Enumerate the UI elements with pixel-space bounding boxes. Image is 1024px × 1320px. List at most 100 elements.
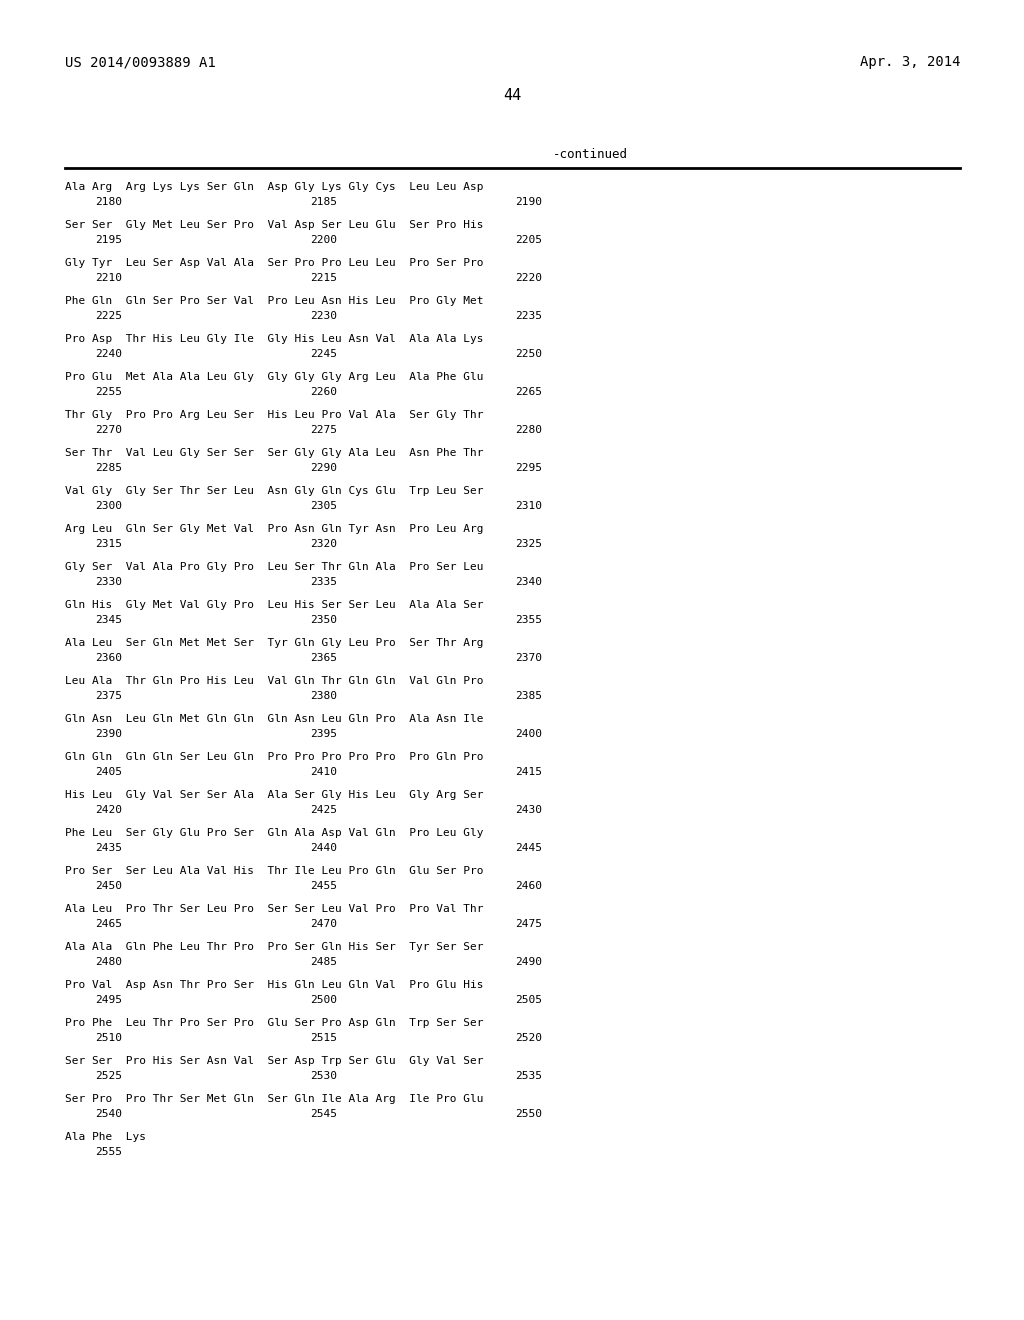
Text: 2380: 2380 (310, 690, 337, 701)
Text: Pro Phe  Leu Thr Pro Ser Pro  Glu Ser Pro Asp Gln  Trp Ser Ser: Pro Phe Leu Thr Pro Ser Pro Glu Ser Pro … (65, 1018, 483, 1028)
Text: 2445: 2445 (515, 843, 542, 853)
Text: Ala Ala  Gln Phe Leu Thr Pro  Pro Ser Gln His Ser  Tyr Ser Ser: Ala Ala Gln Phe Leu Thr Pro Pro Ser Gln … (65, 942, 483, 952)
Text: 2485: 2485 (310, 957, 337, 968)
Text: 2285: 2285 (95, 463, 122, 473)
Text: 2200: 2200 (310, 235, 337, 246)
Text: Ala Arg  Arg Lys Lys Ser Gln  Asp Gly Lys Gly Cys  Leu Leu Asp: Ala Arg Arg Lys Lys Ser Gln Asp Gly Lys … (65, 182, 483, 191)
Text: 2535: 2535 (515, 1071, 542, 1081)
Text: Val Gly  Gly Ser Thr Ser Leu  Asn Gly Gln Cys Glu  Trp Leu Ser: Val Gly Gly Ser Thr Ser Leu Asn Gly Gln … (65, 486, 483, 496)
Text: 2340: 2340 (515, 577, 542, 587)
Text: Gly Ser  Val Ala Pro Gly Pro  Leu Ser Thr Gln Ala  Pro Ser Leu: Gly Ser Val Ala Pro Gly Pro Leu Ser Thr … (65, 562, 483, 572)
Text: 2470: 2470 (310, 919, 337, 929)
Text: US 2014/0093889 A1: US 2014/0093889 A1 (65, 55, 216, 69)
Text: 2520: 2520 (515, 1034, 542, 1043)
Text: 2280: 2280 (515, 425, 542, 436)
Text: 2295: 2295 (515, 463, 542, 473)
Text: Ser Ser  Gly Met Leu Ser Pro  Val Asp Ser Leu Glu  Ser Pro His: Ser Ser Gly Met Leu Ser Pro Val Asp Ser … (65, 220, 483, 230)
Text: Pro Val  Asp Asn Thr Pro Ser  His Gln Leu Gln Val  Pro Glu His: Pro Val Asp Asn Thr Pro Ser His Gln Leu … (65, 979, 483, 990)
Text: 2240: 2240 (95, 348, 122, 359)
Text: 2250: 2250 (515, 348, 542, 359)
Text: 2395: 2395 (310, 729, 337, 739)
Text: 2480: 2480 (95, 957, 122, 968)
Text: 2290: 2290 (310, 463, 337, 473)
Text: 2505: 2505 (515, 995, 542, 1005)
Text: 2235: 2235 (515, 312, 542, 321)
Text: 2345: 2345 (95, 615, 122, 624)
Text: 2325: 2325 (515, 539, 542, 549)
Text: 2260: 2260 (310, 387, 337, 397)
Text: Apr. 3, 2014: Apr. 3, 2014 (859, 55, 961, 69)
Text: Ala Leu  Ser Gln Met Met Ser  Tyr Gln Gly Leu Pro  Ser Thr Arg: Ala Leu Ser Gln Met Met Ser Tyr Gln Gly … (65, 638, 483, 648)
Text: 44: 44 (503, 88, 521, 103)
Text: 2455: 2455 (310, 880, 337, 891)
Text: 2300: 2300 (95, 502, 122, 511)
Text: 2315: 2315 (95, 539, 122, 549)
Text: 2390: 2390 (95, 729, 122, 739)
Text: 2545: 2545 (310, 1109, 337, 1119)
Text: 2515: 2515 (310, 1034, 337, 1043)
Text: 2330: 2330 (95, 577, 122, 587)
Text: 2255: 2255 (95, 387, 122, 397)
Text: 2370: 2370 (515, 653, 542, 663)
Text: 2410: 2410 (310, 767, 337, 777)
Text: 2425: 2425 (310, 805, 337, 814)
Text: 2525: 2525 (95, 1071, 122, 1081)
Text: 2465: 2465 (95, 919, 122, 929)
Text: 2365: 2365 (310, 653, 337, 663)
Text: 2350: 2350 (310, 615, 337, 624)
Text: 2460: 2460 (515, 880, 542, 891)
Text: 2555: 2555 (95, 1147, 122, 1158)
Text: 2375: 2375 (95, 690, 122, 701)
Text: 2475: 2475 (515, 919, 542, 929)
Text: 2385: 2385 (515, 690, 542, 701)
Text: Leu Ala  Thr Gln Pro His Leu  Val Gln Thr Gln Gln  Val Gln Pro: Leu Ala Thr Gln Pro His Leu Val Gln Thr … (65, 676, 483, 686)
Text: 2500: 2500 (310, 995, 337, 1005)
Text: Ser Pro  Pro Thr Ser Met Gln  Ser Gln Ile Ala Arg  Ile Pro Glu: Ser Pro Pro Thr Ser Met Gln Ser Gln Ile … (65, 1094, 483, 1104)
Text: 2430: 2430 (515, 805, 542, 814)
Text: 2415: 2415 (515, 767, 542, 777)
Text: 2205: 2205 (515, 235, 542, 246)
Text: 2275: 2275 (310, 425, 337, 436)
Text: 2270: 2270 (95, 425, 122, 436)
Text: 2320: 2320 (310, 539, 337, 549)
Text: 2510: 2510 (95, 1034, 122, 1043)
Text: 2355: 2355 (515, 615, 542, 624)
Text: 2245: 2245 (310, 348, 337, 359)
Text: 2215: 2215 (310, 273, 337, 282)
Text: 2225: 2225 (95, 312, 122, 321)
Text: 2185: 2185 (310, 197, 337, 207)
Text: 2220: 2220 (515, 273, 542, 282)
Text: Gln Asn  Leu Gln Met Gln Gln  Gln Asn Leu Gln Pro  Ala Asn Ile: Gln Asn Leu Gln Met Gln Gln Gln Asn Leu … (65, 714, 483, 723)
Text: 2360: 2360 (95, 653, 122, 663)
Text: 2180: 2180 (95, 197, 122, 207)
Text: 2550: 2550 (515, 1109, 542, 1119)
Text: Thr Gly  Pro Pro Arg Leu Ser  His Leu Pro Val Ala  Ser Gly Thr: Thr Gly Pro Pro Arg Leu Ser His Leu Pro … (65, 411, 483, 420)
Text: 2400: 2400 (515, 729, 542, 739)
Text: 2310: 2310 (515, 502, 542, 511)
Text: Gln His  Gly Met Val Gly Pro  Leu His Ser Ser Leu  Ala Ala Ser: Gln His Gly Met Val Gly Pro Leu His Ser … (65, 601, 483, 610)
Text: Gln Gln  Gln Gln Ser Leu Gln  Pro Pro Pro Pro Pro  Pro Gln Pro: Gln Gln Gln Gln Ser Leu Gln Pro Pro Pro … (65, 752, 483, 762)
Text: 2190: 2190 (515, 197, 542, 207)
Text: 2305: 2305 (310, 502, 337, 511)
Text: Arg Leu  Gln Ser Gly Met Val  Pro Asn Gln Tyr Asn  Pro Leu Arg: Arg Leu Gln Ser Gly Met Val Pro Asn Gln … (65, 524, 483, 535)
Text: His Leu  Gly Val Ser Ser Ala  Ala Ser Gly His Leu  Gly Arg Ser: His Leu Gly Val Ser Ser Ala Ala Ser Gly … (65, 789, 483, 800)
Text: Phe Leu  Ser Gly Glu Pro Ser  Gln Ala Asp Val Gln  Pro Leu Gly: Phe Leu Ser Gly Glu Pro Ser Gln Ala Asp … (65, 828, 483, 838)
Text: Ala Leu  Pro Thr Ser Leu Pro  Ser Ser Leu Val Pro  Pro Val Thr: Ala Leu Pro Thr Ser Leu Pro Ser Ser Leu … (65, 904, 483, 913)
Text: Gly Tyr  Leu Ser Asp Val Ala  Ser Pro Pro Leu Leu  Pro Ser Pro: Gly Tyr Leu Ser Asp Val Ala Ser Pro Pro … (65, 257, 483, 268)
Text: 2265: 2265 (515, 387, 542, 397)
Text: Phe Gln  Gln Ser Pro Ser Val  Pro Leu Asn His Leu  Pro Gly Met: Phe Gln Gln Ser Pro Ser Val Pro Leu Asn … (65, 296, 483, 306)
Text: 2210: 2210 (95, 273, 122, 282)
Text: 2405: 2405 (95, 767, 122, 777)
Text: 2420: 2420 (95, 805, 122, 814)
Text: 2230: 2230 (310, 312, 337, 321)
Text: 2335: 2335 (310, 577, 337, 587)
Text: 2450: 2450 (95, 880, 122, 891)
Text: 2495: 2495 (95, 995, 122, 1005)
Text: 2530: 2530 (310, 1071, 337, 1081)
Text: Pro Ser  Ser Leu Ala Val His  Thr Ile Leu Pro Gln  Glu Ser Pro: Pro Ser Ser Leu Ala Val His Thr Ile Leu … (65, 866, 483, 876)
Text: Ser Thr  Val Leu Gly Ser Ser  Ser Gly Gly Ala Leu  Asn Phe Thr: Ser Thr Val Leu Gly Ser Ser Ser Gly Gly … (65, 447, 483, 458)
Text: Pro Asp  Thr His Leu Gly Ile  Gly His Leu Asn Val  Ala Ala Lys: Pro Asp Thr His Leu Gly Ile Gly His Leu … (65, 334, 483, 345)
Text: Pro Glu  Met Ala Ala Leu Gly  Gly Gly Gly Arg Leu  Ala Phe Glu: Pro Glu Met Ala Ala Leu Gly Gly Gly Gly … (65, 372, 483, 381)
Text: 2490: 2490 (515, 957, 542, 968)
Text: -continued: -continued (553, 148, 628, 161)
